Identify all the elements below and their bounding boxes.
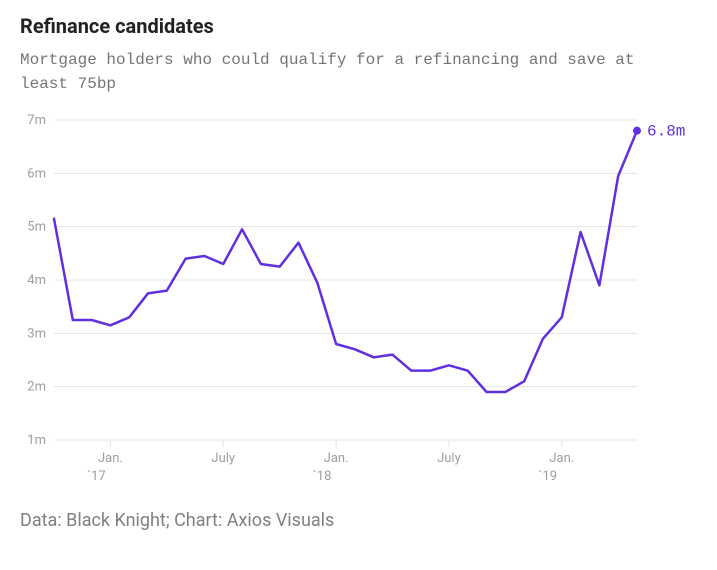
x-axis-label: Jan. [98,451,123,466]
x-axis-label: Jan. [549,451,574,466]
y-axis-label: 4m [27,273,46,288]
chart-subtitle: Mortgage holders who could qualify for a… [20,48,660,96]
y-axis-label: 2m [27,380,46,395]
x-axis-label: Jan. [324,451,349,466]
x-axis-sublabel: `18 [313,469,332,484]
chart-plot: 1m 2m 3m 4m 5m 6m 7m Jan. `17 July Jan. `18 July Jan.… [20,114,697,494]
x-axis-sublabel: `17 [87,469,106,484]
chart-footer: Data: Black Knight; Chart: Axios Visuals [20,510,697,531]
x-axis-label: July [211,451,235,466]
y-axis-label: 1m [27,433,46,448]
line-chart-svg: 1m 2m 3m 4m 5m 6m 7m Jan. `17 July Jan. `18 July Jan.… [20,114,697,494]
series-line [54,131,637,392]
x-axis-label: July [437,451,461,466]
end-point-label: 6.8m [647,123,685,141]
y-axis-label: 7m [27,114,46,128]
y-axis-label: 5m [27,220,46,235]
chart-title: Refinance candidates [20,14,697,38]
x-axis-sublabel: `19 [538,469,557,484]
y-axis-label: 3m [27,326,46,341]
chart-card: Refinance candidates Mortgage holders wh… [0,0,717,531]
y-axis-label: 6m [27,166,46,181]
end-point-marker [633,127,641,135]
